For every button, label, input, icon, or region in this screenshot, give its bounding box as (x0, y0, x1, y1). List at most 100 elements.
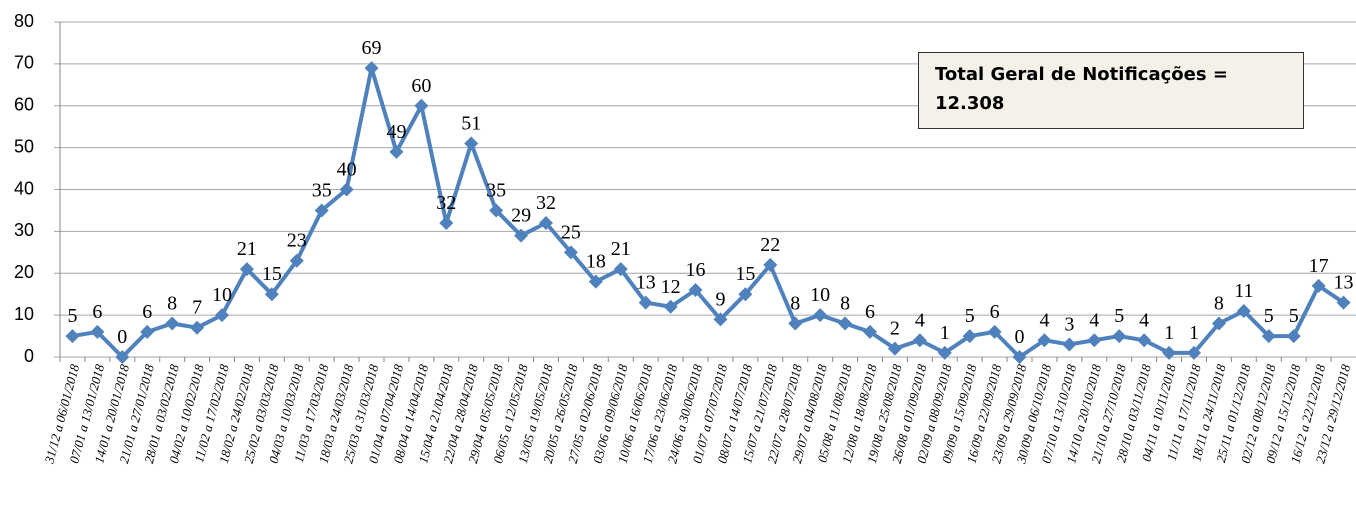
data-label: 11 (1234, 280, 1253, 302)
marker (1087, 333, 1102, 348)
marker (65, 329, 80, 344)
data-label: 32 (536, 192, 556, 214)
data-label: 7 (192, 297, 202, 319)
marker (1137, 333, 1152, 348)
marker (1112, 329, 1127, 344)
data-label: 21 (237, 238, 257, 260)
marker (1236, 303, 1251, 318)
marker (937, 345, 952, 360)
marker (638, 295, 653, 310)
marker (339, 182, 354, 197)
y-tick-label: 10 (14, 304, 34, 324)
data-label: 49 (386, 121, 406, 143)
data-label: 4 (1039, 309, 1049, 331)
annotation: Total Geral de Notificações = 12.308 (918, 52, 1304, 129)
data-label: 4 (1139, 309, 1149, 331)
data-label: 8 (840, 293, 850, 315)
marker (364, 61, 379, 76)
data-label: 16 (686, 259, 706, 281)
data-label: 35 (486, 179, 506, 201)
marker (713, 312, 728, 327)
marker (613, 262, 628, 277)
data-label: 10 (212, 284, 232, 306)
marker (264, 287, 279, 302)
data-label: 6 (92, 301, 102, 323)
data-label: 8 (790, 293, 800, 315)
y-tick-label: 80 (14, 11, 34, 31)
data-label: 8 (1214, 293, 1224, 315)
data-label: 0 (1015, 326, 1025, 348)
data-label: 15 (262, 263, 282, 285)
data-label: 4 (915, 309, 925, 331)
marker (663, 299, 678, 314)
data-label: 3 (1064, 313, 1074, 335)
data-label: 32 (436, 192, 456, 214)
marker (140, 324, 155, 339)
marker (588, 274, 603, 289)
marker (788, 316, 803, 331)
marker (414, 98, 429, 113)
marker (539, 216, 553, 230)
data-label: 6 (142, 301, 152, 323)
data-label: 18 (586, 251, 606, 273)
marker (838, 316, 853, 331)
marker (239, 262, 254, 277)
y-tick-label: 0 (24, 346, 34, 366)
marker (813, 308, 828, 323)
data-label: 69 (362, 37, 382, 59)
data-label: 1 (1164, 322, 1174, 344)
data-label: 5 (1114, 305, 1124, 327)
y-tick-label: 70 (14, 53, 34, 73)
marker (1211, 316, 1226, 331)
data-label: 10 (810, 284, 830, 306)
marker (1286, 329, 1301, 344)
data-label: 60 (411, 75, 431, 97)
data-label: 40 (337, 159, 357, 181)
data-label: 21 (611, 238, 631, 260)
marker (289, 253, 304, 268)
marker (1037, 333, 1052, 348)
marker (215, 308, 229, 323)
data-label: 51 (461, 112, 481, 134)
data-label: 4 (1089, 309, 1099, 331)
marker (190, 320, 205, 335)
marker (464, 136, 479, 151)
data-label: 1 (1189, 322, 1199, 344)
marker (1012, 350, 1027, 364)
data-label: 12 (661, 276, 681, 298)
marker (1261, 329, 1276, 344)
marker (1311, 278, 1326, 293)
data-label: 6 (865, 301, 875, 323)
data-label: 17 (1309, 255, 1329, 277)
marker (489, 203, 504, 218)
data-label: 29 (511, 205, 531, 227)
data-label: 5 (1264, 305, 1274, 327)
marker (90, 324, 105, 339)
marker (962, 329, 977, 344)
data-label: 13 (1334, 272, 1354, 294)
marker (688, 283, 703, 297)
marker (1336, 295, 1351, 310)
data-label: 8 (167, 293, 177, 315)
marker (863, 324, 877, 339)
marker (887, 341, 902, 356)
data-label: 25 (561, 221, 581, 243)
data-label: 23 (287, 230, 307, 252)
marker (165, 316, 180, 331)
marker (912, 333, 927, 348)
marker (1162, 345, 1177, 360)
data-label: 35 (312, 179, 332, 201)
y-tick-label: 40 (14, 178, 34, 198)
data-label: 6 (990, 301, 1000, 323)
marker (987, 324, 1002, 339)
marker (314, 203, 329, 218)
data-label: 15 (735, 263, 755, 285)
marker (389, 144, 404, 159)
y-tick-label: 50 (14, 136, 34, 156)
marker (115, 350, 130, 364)
marker (439, 216, 454, 230)
marker (1062, 337, 1077, 352)
marker (1187, 345, 1201, 360)
